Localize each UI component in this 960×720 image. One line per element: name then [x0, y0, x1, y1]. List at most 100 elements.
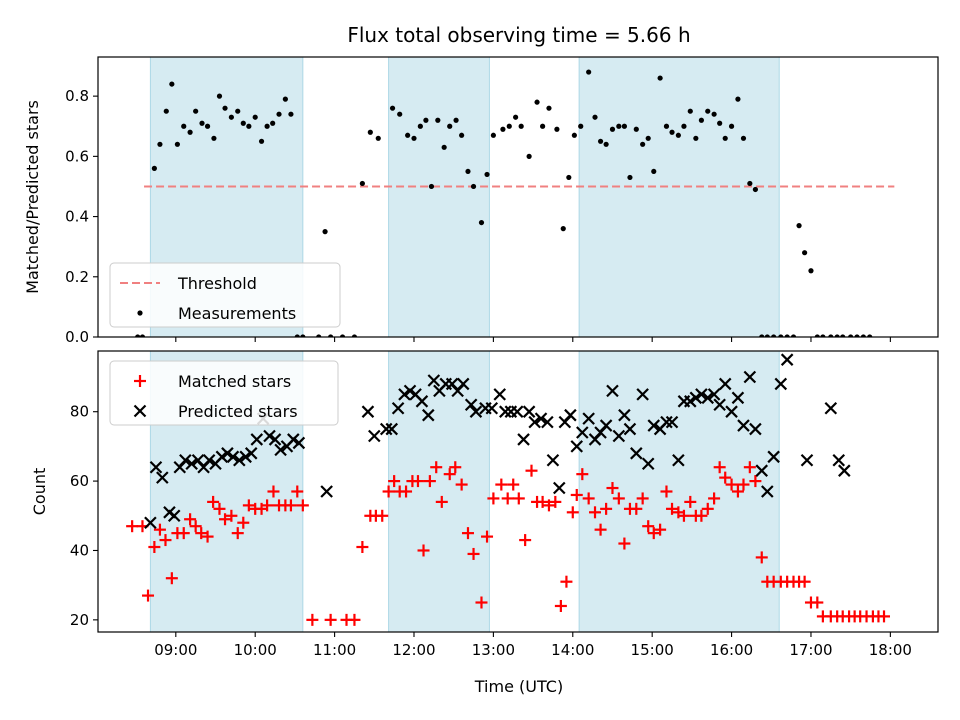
matched-stars-point: [159, 534, 172, 547]
matched-stars-point: [142, 589, 155, 602]
measurements-point: [711, 111, 717, 117]
measurements-point: [834, 334, 840, 337]
measurements-point: [174, 141, 180, 147]
measurements-point: [627, 174, 633, 181]
predicted-stars-point: [701, 391, 715, 405]
matched-stars-point: [654, 523, 667, 536]
measurements-point: [880, 0, 885, 3]
matched-stars-point: [731, 485, 744, 498]
measurements-point: [586, 69, 592, 75]
x-axis-label: Time (UTC): [474, 677, 563, 696]
matched-stars-point: [501, 492, 514, 505]
matched-stars-point: [400, 485, 413, 498]
measurements-point: [339, 334, 346, 337]
predicted-stars-point: [824, 401, 838, 415]
predicted-stars-point: [582, 412, 595, 425]
predicted-stars-point: [361, 405, 375, 418]
matched-stars-point: [519, 534, 532, 547]
measurements-point: [790, 334, 797, 337]
predicted-stars-point: [385, 422, 399, 436]
predicted-stars-point: [599, 419, 613, 432]
predicted-stars-point: [761, 485, 774, 498]
measurements-point: [163, 108, 169, 114]
matched-stars-point: [630, 502, 643, 515]
matched-stars-point: [542, 499, 555, 512]
x-tick-label: 10:00: [234, 641, 277, 659]
matched-stars-point: [525, 464, 538, 477]
matched-stars-point: [225, 509, 238, 522]
measurements-point: [820, 334, 826, 337]
predicted-stars-point: [749, 422, 762, 436]
matched-stars-point: [165, 572, 178, 585]
measurements-point: [322, 229, 328, 235]
matched-stars-point: [195, 527, 208, 540]
measurements-point: [193, 108, 199, 114]
matched-stars-point: [512, 492, 525, 505]
predicted-stars-point: [379, 422, 393, 436]
plot-frame: [97, 350, 939, 633]
matched-stars-point: [594, 523, 607, 536]
matched-stars-point: [267, 485, 280, 498]
predicted-stars-point: [534, 412, 548, 425]
measurements-point: [771, 334, 777, 337]
predicted-stars-point: [263, 429, 276, 443]
matched-stars-point: [487, 492, 500, 505]
measurements-point: [199, 120, 205, 126]
matched-stars-point: [606, 482, 619, 495]
measurements-point: [465, 168, 471, 175]
predicted-stars-point: [368, 429, 381, 443]
measurements-point: [157, 141, 163, 147]
measurements-point: [752, 186, 758, 193]
legend-box: [109, 360, 339, 426]
matched-stars-point: [467, 547, 480, 560]
predicted-stars-point: [612, 429, 626, 443]
measurements-point: [681, 123, 687, 129]
measurements-point: [411, 135, 417, 141]
measurements-point: [222, 105, 228, 111]
matched-stars-point: [684, 495, 697, 508]
measurements-point: [796, 223, 802, 229]
matched-stars-point: [219, 513, 232, 526]
measurements-point: [705, 108, 711, 114]
measurements-point: [540, 123, 546, 129]
matched-stars-point: [660, 485, 673, 498]
chart-title: Flux total observing time = 5.66 h: [347, 23, 690, 47]
x-tick-label: 15:00: [631, 641, 674, 659]
predicted-stars-point: [689, 391, 703, 405]
matched-stars-point: [284, 499, 297, 512]
predicted-stars-point: [623, 422, 637, 436]
measurements-point: [240, 120, 246, 126]
predicted-stars-point: [553, 481, 566, 495]
matched-stars-point: [261, 499, 274, 512]
measurements-point: [867, 334, 873, 337]
matched-stars-point: [878, 610, 891, 623]
predicted-stars-point: [660, 415, 673, 429]
measurements-point: [500, 126, 506, 132]
y-tick-label: 0.6: [65, 147, 89, 165]
measurements-point: [717, 120, 723, 126]
matched-stars-point: [600, 502, 613, 515]
predicted-stars-point: [755, 464, 769, 477]
matched-stars-point: [423, 475, 436, 488]
matched-stars-point: [231, 527, 244, 540]
matched-stars-point: [695, 509, 708, 522]
predicted-stars-point: [250, 433, 264, 446]
predicted-stars-point: [718, 377, 732, 391]
legend: Threshold Measurements: [109, 262, 341, 328]
measurements-point: [389, 105, 396, 111]
predicted-stars-point: [684, 395, 697, 408]
legend-box: [109, 262, 341, 328]
predicted-stars-point: [202, 453, 216, 467]
matched-stars-point: [719, 471, 732, 484]
matched-stars-point: [189, 520, 202, 533]
predicted-stars-point: [618, 408, 631, 422]
matched-stars-point: [296, 499, 309, 512]
predicted-stars-point: [403, 384, 417, 398]
measurements-point: [351, 334, 358, 337]
measurements-point: [405, 132, 411, 138]
measurements-point: [764, 334, 770, 337]
predicted-stars-point: [144, 516, 157, 530]
matched-stars-point: [554, 599, 567, 612]
measurements-point: [397, 111, 403, 117]
